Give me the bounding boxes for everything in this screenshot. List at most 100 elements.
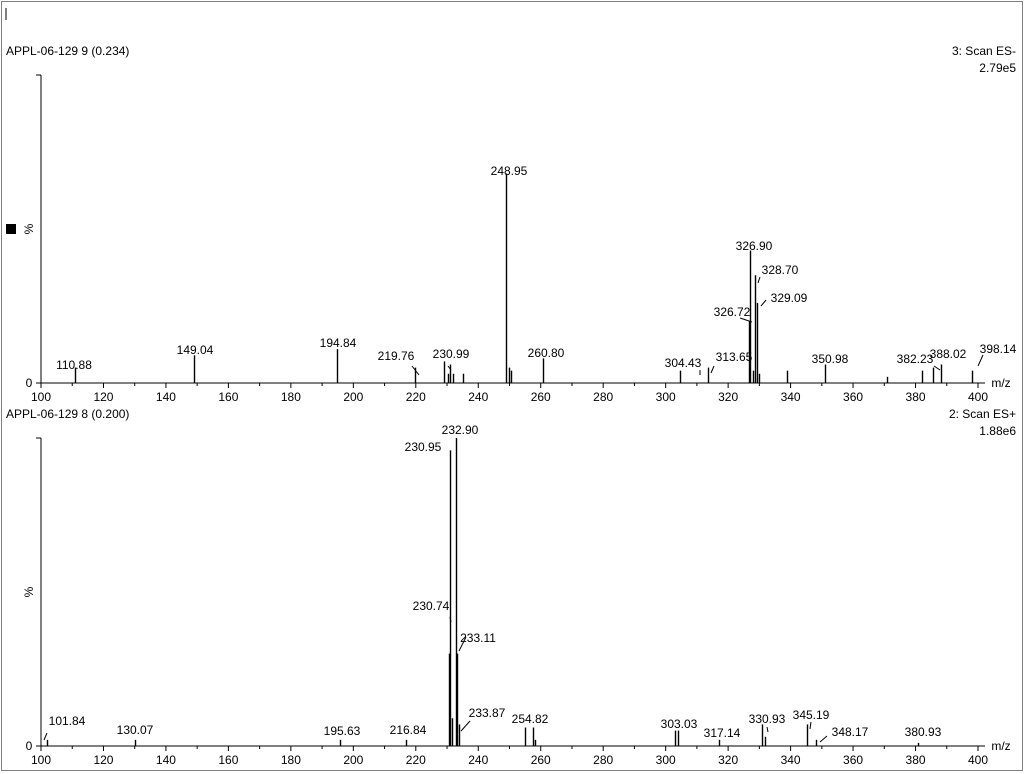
peak-labels: 101.84 130.07 195.63 216.84 230.95 232.9… [49, 423, 942, 740]
leader-line [43, 732, 48, 741]
peak-label: 329.09 [771, 291, 808, 305]
x-tick-label: 200 [343, 390, 363, 404]
leader-line [819, 735, 828, 743]
x-tick-label: 220 [406, 753, 426, 767]
x-tick-label: 340 [781, 753, 801, 767]
peak-label: 350.98 [812, 352, 849, 366]
peaks [46, 438, 920, 746]
x-tick-label: 140 [156, 390, 176, 404]
intensity-label: 2.79e5 [979, 61, 1016, 75]
peak-label: 233.11 [460, 631, 496, 645]
y-zero-label: 0 [26, 739, 33, 753]
leader-line [447, 365, 452, 371]
x-tick-label: 380 [906, 390, 926, 404]
x-tick-label: 260 [531, 753, 551, 767]
x-tick-label: 220 [406, 390, 426, 404]
peak-label: 232.90 [442, 423, 479, 437]
leader-line [809, 721, 812, 730]
x-tick-label: 360 [843, 390, 863, 404]
y-zero-label: 0 [26, 376, 33, 390]
selection-marker-icon [6, 224, 16, 234]
peak-label: 195.63 [324, 724, 361, 738]
peak-label: 149.04 [177, 343, 214, 357]
peak-labels: 110.88 149.04 194.84 219.76 230.99 248.9… [56, 164, 1017, 372]
x-tick-label: 240 [468, 390, 488, 404]
leader-line [766, 726, 769, 733]
leader-line [411, 365, 420, 376]
peak-label: 317.14 [704, 726, 741, 740]
peak-label: 230.99 [433, 347, 470, 361]
peak-label: 254.82 [512, 712, 549, 726]
leader-line [460, 720, 471, 732]
leader-line [757, 276, 761, 284]
x-axis-label: m/z [991, 739, 1010, 753]
x-tick-label: 400 [968, 753, 988, 767]
x-tick-label: 320 [718, 753, 738, 767]
x-tick-label: 180 [281, 753, 301, 767]
peak-label: 330.93 [749, 712, 786, 726]
peak-label: 348.17 [832, 725, 869, 739]
x-tick-label: 400 [968, 390, 988, 404]
x-tick-label: 200 [343, 753, 363, 767]
peak-label: 380.93 [905, 725, 942, 739]
panel-es-negative: APPL-06-129 9 (0.234) 3: Scan ES- 2.79e5… [6, 44, 1017, 404]
x-tick-label: 340 [781, 390, 801, 404]
leader-line [977, 354, 984, 367]
peak-label: 260.80 [528, 346, 565, 360]
sample-label: APPL-06-129 9 (0.234) [6, 44, 129, 58]
peak-label: 219.76 [378, 349, 415, 363]
peak-label: 130.07 [117, 723, 154, 737]
y-axis-label: % [22, 586, 36, 597]
peak-label: 304.43 [665, 356, 702, 370]
peak-label: 388.02 [930, 347, 967, 361]
x-tick-label: 160 [218, 390, 238, 404]
x-ticks [40, 746, 979, 751]
leader-line [933, 365, 941, 371]
leader-line [739, 317, 753, 323]
leader-line [760, 299, 767, 307]
peak-label: 328.70 [762, 263, 799, 277]
peak-label: 303.03 [661, 717, 698, 731]
x-axis-label: m/z [991, 376, 1010, 390]
x-tick-labels: 100 120 140 160 180 200 220 240 260 280 300 320 340 3… [31, 753, 988, 767]
label-leaders [411, 276, 984, 376]
x-tick-label: 160 [218, 753, 238, 767]
x-tick-label: 100 [31, 753, 51, 767]
sample-label: APPL-06-129 8 (0.200) [6, 407, 129, 421]
peak-label: 230.74 [413, 599, 450, 613]
x-tick-label: 360 [843, 753, 863, 767]
peak-label: 326.90 [736, 239, 773, 253]
peak-label: 313.65 [716, 350, 753, 364]
x-ticks [40, 383, 979, 388]
x-tick-label: 300 [656, 753, 676, 767]
peak-label: 248.95 [491, 164, 528, 178]
peak-label: 101.84 [49, 714, 86, 728]
panel-es-positive: APPL-06-129 8 (0.200) 2: Scan ES+ 1.88e6… [6, 407, 1016, 767]
label-leaders [43, 616, 828, 743]
x-tick-labels: 100 120 140 160 180 200 220 240 260 280 300 320 340 3… [31, 390, 988, 404]
leader-line [449, 616, 452, 623]
x-tick-label: 260 [531, 390, 551, 404]
peak-label: 326.72 [714, 305, 751, 319]
scan-label: 3: Scan ES- [952, 44, 1016, 58]
peak-label: 194.84 [320, 336, 357, 350]
peaks [74, 173, 974, 383]
x-tick-label: 140 [156, 753, 176, 767]
peak-label: 216.84 [390, 723, 427, 737]
peak-label: 382.23 [897, 352, 934, 366]
x-tick-label: 280 [593, 390, 613, 404]
x-tick-label: 320 [718, 390, 738, 404]
x-tick-label: 300 [656, 390, 676, 404]
x-tick-label: 380 [906, 753, 926, 767]
leader-line [458, 636, 467, 652]
x-tick-label: 240 [468, 753, 488, 767]
scan-label: 2: Scan ES+ [949, 407, 1016, 421]
peak-label: 230.95 [405, 440, 442, 454]
x-tick-label: 180 [281, 390, 301, 404]
peak-label: 398.14 [980, 342, 1017, 356]
peak-label: 345.19 [793, 708, 830, 722]
x-tick-label: 120 [93, 390, 113, 404]
leader-line [710, 365, 715, 374]
